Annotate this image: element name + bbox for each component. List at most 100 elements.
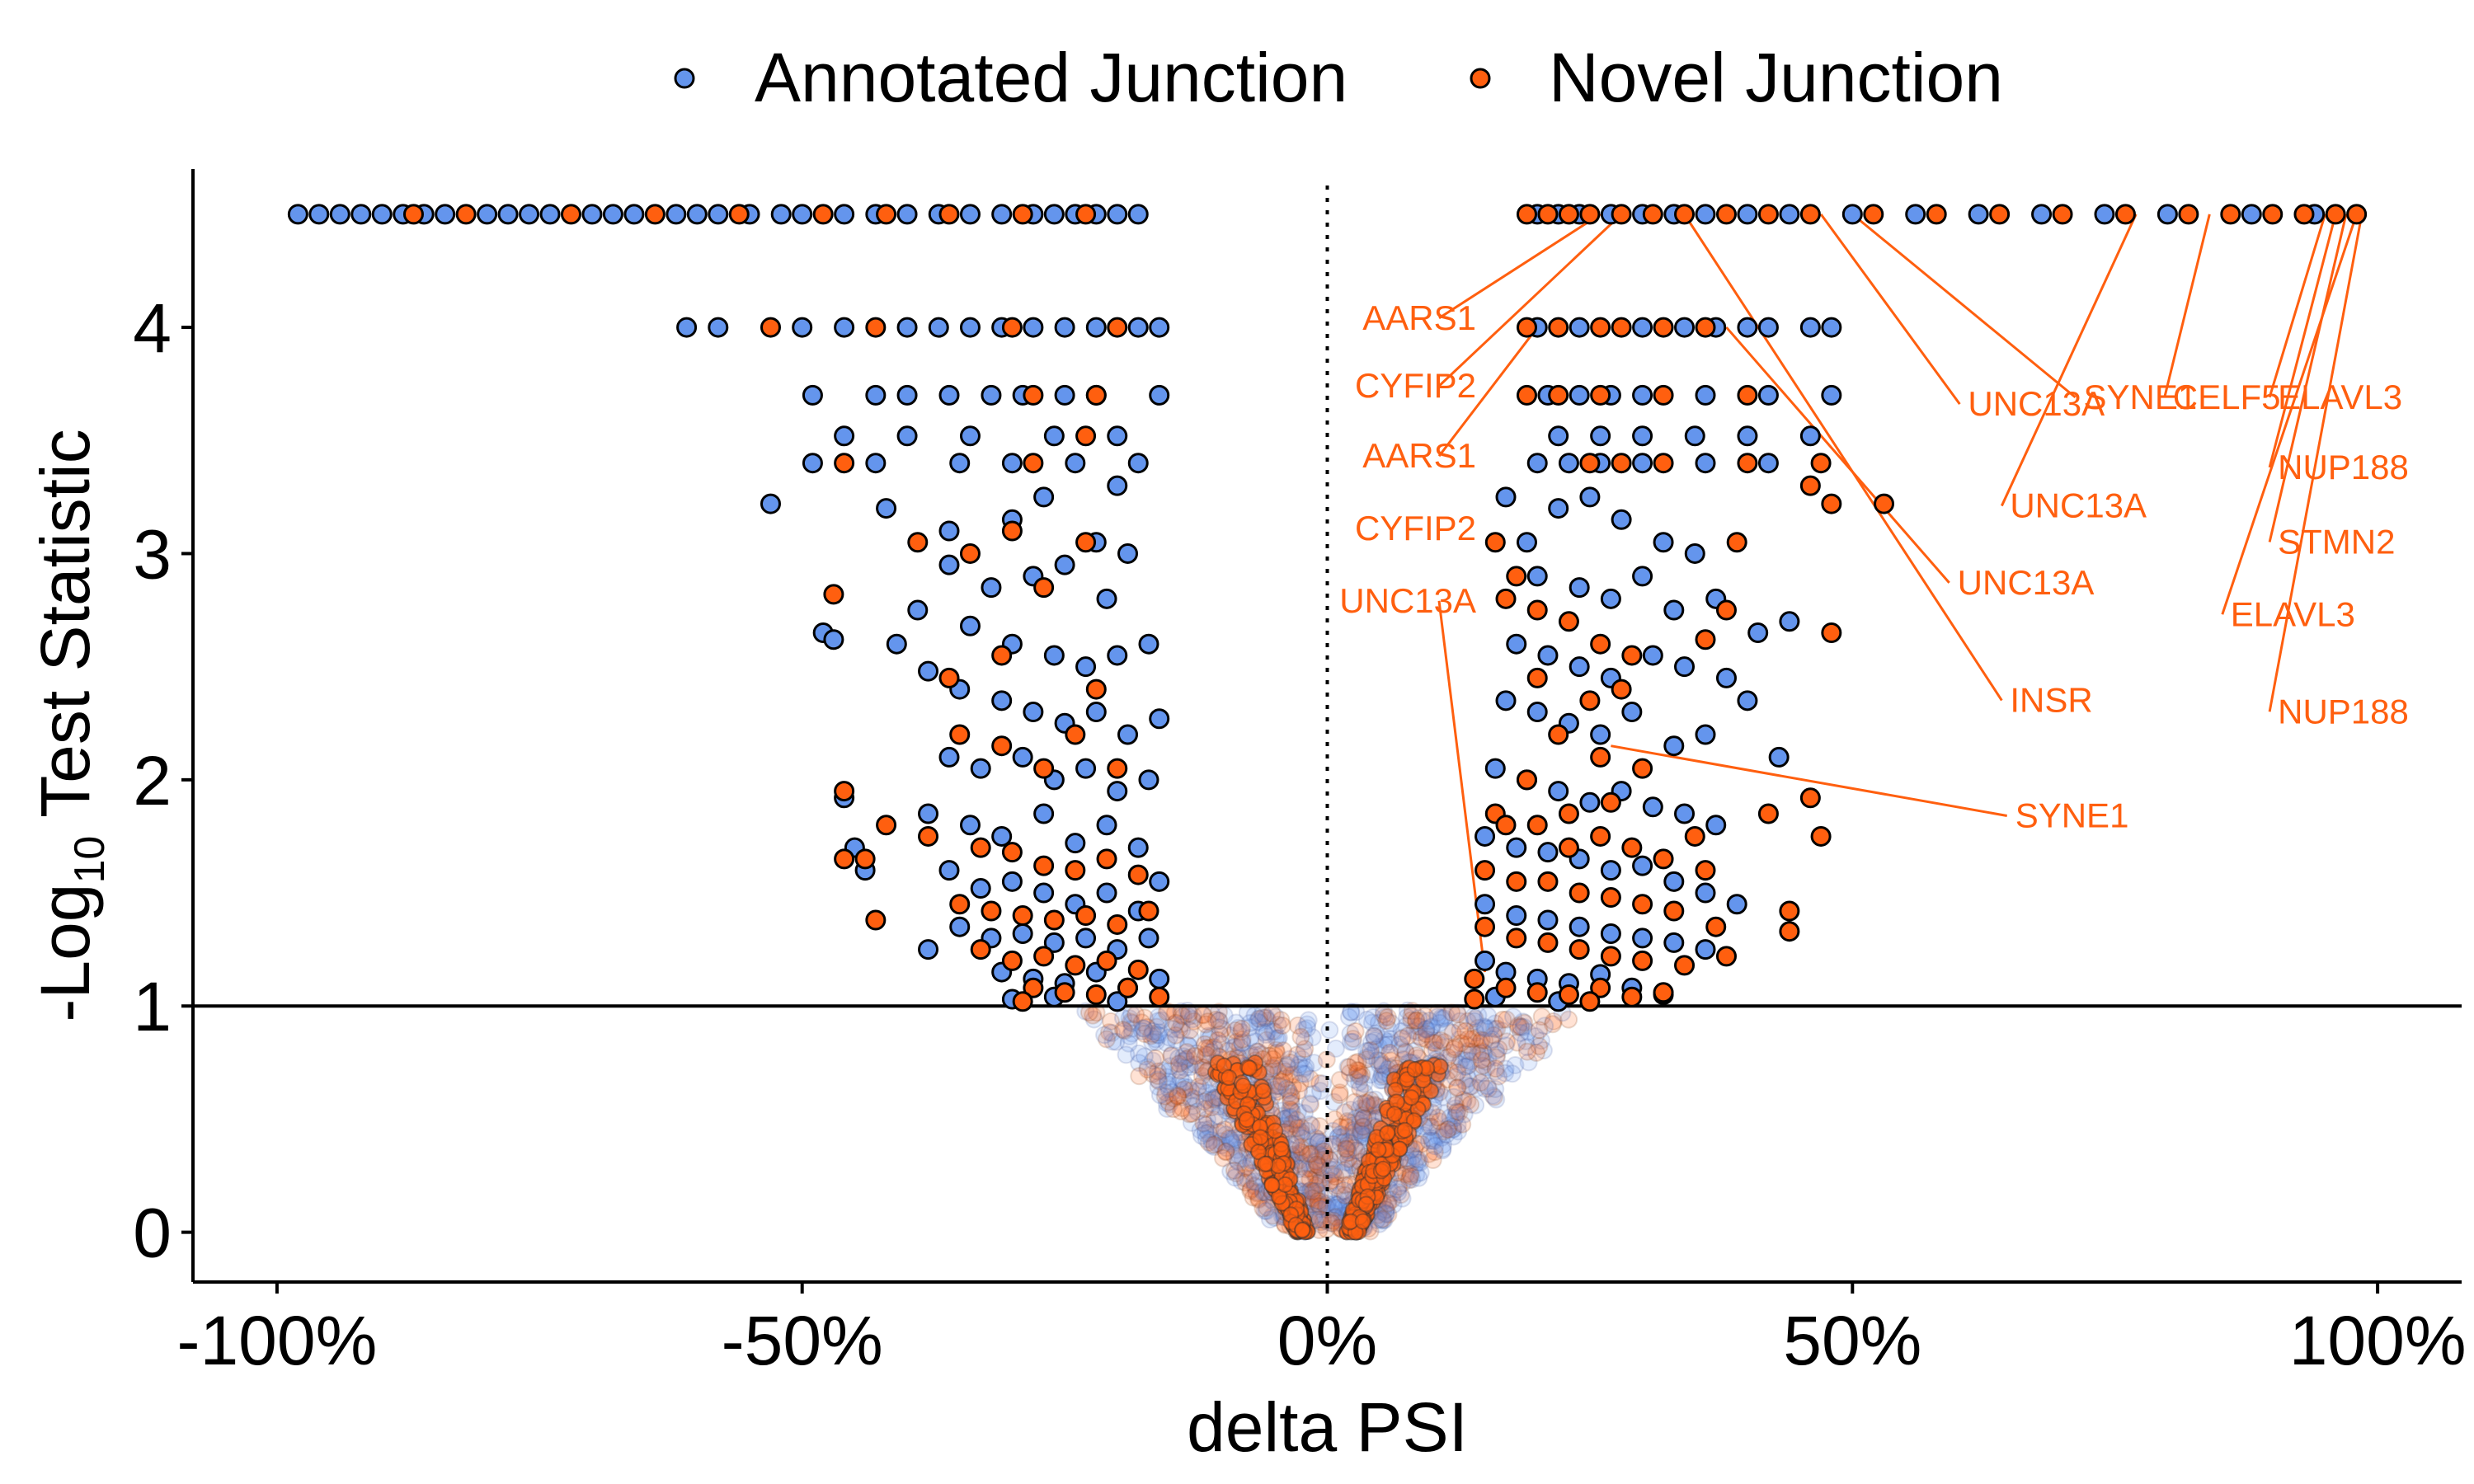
- background-point: [1437, 1007, 1456, 1026]
- background-point: [1196, 1124, 1215, 1143]
- background-point: [1235, 1077, 1252, 1094]
- background-point: [1272, 1011, 1291, 1030]
- novel-junction-point: [1526, 982, 1548, 1003]
- background-point: [1143, 1051, 1162, 1070]
- background-point: [1457, 1051, 1476, 1070]
- background-point: [1310, 1186, 1329, 1205]
- novel-junction-point: [1611, 317, 1632, 338]
- annotated-junction-point: [1569, 656, 1590, 678]
- background-point: [1225, 1146, 1244, 1165]
- annotated-junction-point: [1537, 645, 1559, 666]
- novel-junction-point: [2325, 204, 2346, 225]
- background-point: [1223, 1134, 1242, 1153]
- background-point: [1265, 1208, 1284, 1227]
- novel-junction-point: [1023, 384, 1044, 406]
- background-point: [1446, 1068, 1465, 1087]
- background-point: [1339, 1149, 1358, 1168]
- annotated-junction-point: [760, 493, 781, 514]
- novel-junction-point: [1558, 837, 1579, 858]
- background-point: [1406, 1061, 1423, 1078]
- background-point: [1338, 1058, 1357, 1077]
- background-point: [1396, 1165, 1415, 1184]
- y-axis-title-prefix: -Log: [26, 884, 104, 1022]
- background-point: [1135, 1019, 1154, 1038]
- annotated-junction-point: [2094, 204, 2115, 225]
- background-point: [1236, 1158, 1255, 1177]
- background-point: [1489, 1040, 1508, 1059]
- novel-junction-point: [1705, 916, 1727, 937]
- background-point: [1338, 1139, 1357, 1158]
- annotated-junction-point: [1023, 317, 1044, 338]
- gene-labels: AARS1 CYFIP2 AARS1 CYFIP2 UNC13A UNC13A SYNE1 C…: [1339, 298, 2409, 835]
- background-point: [1349, 1061, 1368, 1080]
- background-point: [1256, 1008, 1275, 1027]
- background-point: [1221, 1162, 1240, 1181]
- background-point: [1354, 1109, 1373, 1128]
- background-point: [1412, 1029, 1431, 1048]
- background-point: [1174, 1087, 1192, 1106]
- background-point: [1202, 1098, 1221, 1117]
- annotated-junction-point: [896, 384, 918, 406]
- novel-junction-point: [2346, 204, 2368, 225]
- background-point: [1199, 1026, 1218, 1045]
- annotated-junction-point: [1632, 384, 1653, 406]
- annotated-junction-point: [1663, 871, 1685, 892]
- background-point: [1265, 1022, 1284, 1041]
- annotated-junction-point: [1033, 803, 1055, 824]
- background-point: [1434, 1008, 1453, 1027]
- background-point: [1179, 1036, 1198, 1055]
- background-point: [1293, 1144, 1312, 1162]
- annotated-junction-point: [686, 204, 708, 225]
- background-point: [1483, 1030, 1502, 1049]
- background-point: [1177, 1050, 1196, 1068]
- novel-junction-point: [1569, 939, 1590, 960]
- annotated-junction-point: [1138, 633, 1159, 655]
- novel-junction-point: [1075, 204, 1097, 225]
- annotated-junction-point: [918, 660, 939, 682]
- background-point: [1233, 1149, 1252, 1168]
- background-point: [1384, 1195, 1403, 1214]
- background-point: [1468, 1064, 1487, 1083]
- background-point: [1253, 1008, 1272, 1027]
- background-point: [1179, 1049, 1198, 1068]
- background-point: [1263, 1176, 1281, 1194]
- background-point: [1401, 1164, 1420, 1183]
- background-point: [1327, 1195, 1346, 1214]
- background-point: [1209, 1012, 1228, 1031]
- annotated-junction-point: [1012, 746, 1033, 768]
- annotated-junction-point: [1096, 588, 1117, 609]
- background-point: [1166, 1031, 1185, 1050]
- background-point: [1305, 1054, 1324, 1073]
- background-point: [1174, 1073, 1193, 1092]
- background-point: [1411, 1153, 1430, 1172]
- background-point: [1432, 1008, 1451, 1027]
- background-point: [1196, 1015, 1215, 1034]
- annotated-junction-point: [1149, 708, 1170, 730]
- annotated-junction-point: [1054, 317, 1075, 338]
- background-point: [1319, 1149, 1338, 1168]
- background-point: [1169, 1049, 1188, 1068]
- background-point: [1481, 1019, 1500, 1038]
- background-point: [1230, 1146, 1249, 1165]
- gene-label: CELF5: [2173, 378, 2281, 416]
- annotated-junction-point: [1065, 833, 1086, 854]
- novel-junction-point: [1001, 520, 1023, 542]
- background-point: [1221, 1026, 1239, 1045]
- background-point: [1208, 1031, 1227, 1050]
- background-point: [1446, 1099, 1465, 1118]
- background-point: [1178, 1036, 1197, 1054]
- background-point: [1175, 1080, 1194, 1099]
- annotated-junction-point: [1590, 724, 1611, 745]
- annotated-junction-point: [1757, 317, 1779, 338]
- annotated-junction-point: [1663, 599, 1685, 621]
- background-point: [1442, 1003, 1461, 1022]
- background-point: [1183, 1104, 1202, 1123]
- background-point: [1340, 1113, 1359, 1132]
- background-point: [1184, 1097, 1203, 1115]
- annotated-junction-point: [865, 453, 887, 474]
- novel-junction-point: [1548, 384, 1569, 406]
- background-point: [1474, 1056, 1493, 1075]
- background-point: [1294, 1129, 1313, 1148]
- annotated-junction-point: [802, 384, 823, 406]
- background-point: [1465, 1009, 1484, 1028]
